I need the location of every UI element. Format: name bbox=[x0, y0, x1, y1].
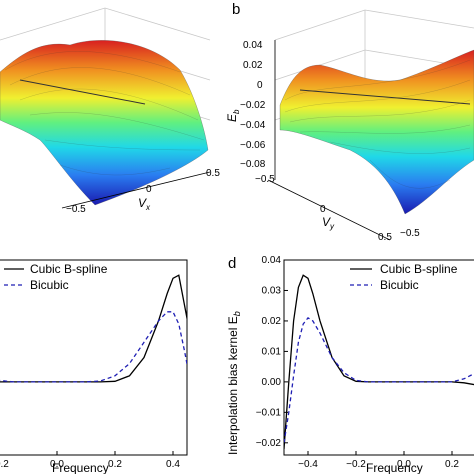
panel-c: Cubic B-spline Bicubic −0.2 0.0 0.2 0.4 Fre… bbox=[0, 259, 188, 474]
panel-b-surface bbox=[279, 49, 474, 215]
panel-d-ytick-2: 0.02 bbox=[262, 316, 282, 327]
panel-c-xtick-2: 0.2 bbox=[108, 459, 122, 470]
panel-b-ytick-1: 0 bbox=[320, 204, 326, 215]
panel-d-ytick-6: −0.02 bbox=[256, 438, 282, 449]
panel-b-ztick-4: −0.04 bbox=[240, 120, 266, 131]
panel-c-xtick-0: −0.2 bbox=[0, 459, 9, 470]
panel-b: b 0.04 0.02 0 −0.02 −0.04 −0.06 −0.08 Eb… bbox=[225, 1, 474, 243]
panel-b-zlabel: Eb bbox=[225, 109, 241, 122]
panel-c-legend-label-0: Cubic B-spline bbox=[30, 262, 108, 276]
panel-d-legend-label-0: Cubic B-spline bbox=[380, 262, 458, 276]
panel-c-frame bbox=[0, 259, 188, 456]
panel-d-xtick-2: 0.0 bbox=[397, 459, 411, 470]
panel-b-ytick-2: 0.5 bbox=[378, 232, 392, 243]
panel-b-label: b bbox=[232, 1, 240, 18]
panel-c-legend: Cubic B-spline Bicubic bbox=[4, 262, 108, 292]
panel-c-legend-label-1: Bicubic bbox=[30, 278, 69, 292]
panel-d-ytick-3: 0.01 bbox=[262, 346, 282, 357]
panel-d-series-0 bbox=[284, 274, 474, 449]
panel-d-ytick-0: 0.04 bbox=[262, 255, 282, 266]
panel-a: −0.5 0 0.5 Vx bbox=[0, 7, 220, 215]
panel-d-series-1 bbox=[284, 317, 474, 443]
panel-d-xtick-3: 0.2 bbox=[445, 459, 459, 470]
panel-d-ytick-1: 0.03 bbox=[262, 285, 282, 296]
panel-c-xtick-1: 0.0 bbox=[50, 459, 64, 470]
panel-a-tick-2: 0.5 bbox=[206, 168, 220, 179]
panel-c-series-1 bbox=[0, 311, 187, 383]
panel-b-ztick-1: 0.02 bbox=[243, 60, 263, 71]
panel-b-ytick-0: −0.5 bbox=[255, 174, 275, 185]
panel-b-ztick-2: 0 bbox=[257, 80, 263, 91]
panel-c-xlabel: Frequency bbox=[52, 461, 109, 474]
panel-b-xtick-visible: −0.5 bbox=[400, 228, 420, 239]
panel-b-ztick-6: −0.08 bbox=[240, 159, 266, 170]
panel-a-tick-0: −0.5 bbox=[66, 204, 86, 215]
panel-d: d Cubic B-spline Bicubic −0.4 −0.2 0.0 0.2 0… bbox=[226, 255, 474, 474]
panel-a-axis bbox=[61, 171, 211, 209]
panel-a-tick-1: 0 bbox=[146, 184, 152, 195]
panel-b-ridge-line bbox=[299, 89, 471, 105]
panel-b-ylabel: Vy bbox=[322, 215, 335, 231]
panel-a-xlabel: Vx bbox=[138, 196, 151, 212]
panel-c-xtick-3: 0.4 bbox=[166, 459, 180, 470]
panel-d-xtick-0: −0.4 bbox=[298, 459, 318, 470]
panel-d-legend: Cubic B-spline Bicubic bbox=[350, 262, 458, 292]
panel-d-ylabel: Interpolation bias kernel Eb bbox=[226, 311, 242, 455]
panel-a-ridge-line bbox=[19, 79, 146, 105]
panel-b-ztick-3: −0.02 bbox=[240, 100, 266, 111]
panel-d-ytick-4: 0.00 bbox=[262, 377, 282, 388]
panel-d-xlabel: Frequency bbox=[366, 461, 423, 474]
panel-b-axes bbox=[267, 40, 391, 241]
panel-d-legend-label-1: Bicubic bbox=[380, 278, 419, 292]
panel-d-ytick-5: −0.01 bbox=[256, 407, 282, 418]
panel-d-label: d bbox=[228, 255, 236, 272]
panel-d-frame bbox=[283, 259, 474, 456]
panel-a-mesh bbox=[4, 51, 205, 176]
panel-c-series-0 bbox=[0, 274, 187, 383]
panel-b-ztick-0: 0.04 bbox=[243, 40, 263, 51]
panel-d-xtick-1: −0.2 bbox=[346, 459, 366, 470]
panel-b-ztick-5: −0.06 bbox=[240, 140, 266, 151]
